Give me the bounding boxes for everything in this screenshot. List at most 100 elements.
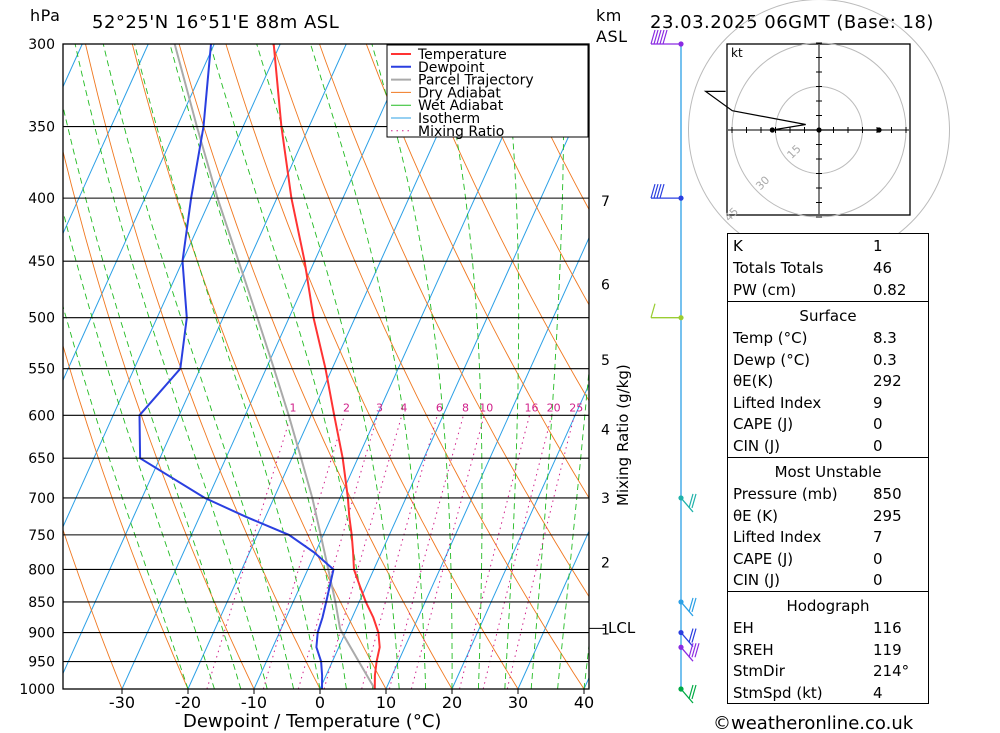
pressure-tick-label: 900 [28, 626, 55, 642]
dry-adiabat-line [85, 44, 321, 689]
most-unstable-title: Most Unstable [774, 463, 882, 481]
wind-barb-flag [694, 643, 700, 658]
temperature-tick-label: 40 [574, 693, 594, 712]
most-unstable-row: Lifted Index 7 [733, 528, 883, 546]
pressure-tick-label: 950 [28, 655, 55, 671]
temperature-tick-label: 0 [315, 693, 325, 712]
parcel-trajectory-line [173, 44, 376, 689]
most-unstable-row: CAPE (J) 0 [733, 550, 883, 568]
legend-entry: Dewpoint [418, 60, 485, 76]
surface-panel: Surface Temp (°C) 8.3 Dewp (°C) 0.3 θE(K) 2… [727, 301, 929, 458]
dry-adiabat-line [412, 44, 589, 402]
wind-barb-flag [688, 597, 694, 613]
index-row: PW (cm) 0.82 [733, 281, 907, 299]
isotherm-line [0, 44, 16, 689]
isotherm-line [121, 44, 413, 689]
legend-entry: Dry Adiabat [418, 85, 501, 101]
pressure-tick-label: 300 [28, 37, 55, 53]
mixing-ratio-label: 10 [479, 401, 493, 414]
height-tick-label: 1 [601, 623, 610, 639]
hodograph-unit-label: kt [731, 46, 743, 60]
mixing-ratio-line [323, 415, 403, 689]
isotherm-line [63, 44, 149, 235]
hodograph-panel: Hodograph EH 116 SREH 119 StmDir 214° StmSp… [727, 591, 929, 704]
pressure-tick-label: 400 [28, 191, 55, 207]
wind-barb-flag [662, 29, 668, 45]
wind-barb [680, 632, 694, 647]
temperature-tick-label: 10 [376, 693, 396, 712]
mixing-ratio-label: 8 [462, 401, 469, 414]
dry-adiabat-line [459, 44, 589, 306]
height-tick-label: 4 [601, 422, 610, 438]
pressure-tick-label: 500 [28, 311, 55, 327]
pressure-tick-label: 800 [28, 562, 55, 578]
lcl-label: LCL [608, 619, 636, 637]
mixing-ratio-label: 16 [524, 401, 538, 414]
pressure-tick-label: 450 [28, 254, 55, 270]
height-tick-label: 3 [601, 491, 610, 507]
pressure-tick-label: 750 [28, 528, 55, 544]
legend-entry: Mixing Ratio [418, 124, 504, 140]
isotherm-line [451, 383, 589, 689]
profile-lines [138, 44, 381, 689]
wind-barb [680, 601, 694, 617]
index-row: Totals Totals 46 [733, 259, 893, 277]
isotherm-line [385, 236, 589, 689]
wind-barb-flag [656, 29, 662, 45]
hodograph-row: StmDir 214° [733, 662, 910, 680]
wind-barb-flag [656, 183, 662, 199]
mixing-ratio-label: 20 [547, 401, 561, 414]
hodograph-marker [769, 127, 775, 133]
mixing-ratio-axis-label: Mixing Ratio (g/kg) [614, 364, 632, 506]
legend-entry: Isotherm [418, 111, 480, 127]
most-unstable-row: CIN (J) 0 [733, 571, 883, 589]
dewpoint-line [138, 44, 335, 689]
asl-label: ASL [596, 27, 628, 46]
hodograph-row: StmSpd (kt) 4 [733, 684, 883, 702]
wind-barb-flag [650, 303, 656, 318]
wind-barb-flag [653, 29, 659, 45]
surface-row: CIN (J) 0 [733, 437, 883, 455]
hodograph-marker [876, 127, 882, 133]
pressure-tick-label: 1000 [19, 682, 55, 698]
wind-barb-flag [691, 628, 697, 643]
dry-adiabat-line [975, 44, 1000, 689]
wet-adiabat-line [134, 44, 321, 689]
mixing-ratio-label: 1 [289, 401, 296, 414]
height-tick-label: 6 [601, 278, 610, 294]
dry-adiabat-line [272, 44, 585, 689]
mixing-ratio-label: 3 [376, 401, 383, 414]
surface-row: Temp (°C) 8.3 [733, 329, 897, 347]
wind-barb-flag [688, 643, 694, 658]
wet-adiabat-line [530, 44, 565, 689]
axis-labels: 3003504004505005506006507007508008509009… [19, 37, 610, 712]
wind-barb-flag [659, 29, 665, 45]
wet-adiabat-line [169, 44, 347, 689]
temperature-tick-label: -10 [241, 693, 267, 712]
datetime-title: 23.03.2025 06GMT (Base: 18) [650, 12, 934, 33]
wind-barb-flag [691, 493, 697, 509]
legend-entry: Temperature [417, 47, 507, 63]
most-unstable-row: θE (K) 295 [733, 507, 902, 525]
wind-profile [650, 29, 700, 704]
pressure-tick-label: 850 [28, 595, 55, 611]
temperature-tick-label: -20 [175, 693, 201, 712]
most-unstable-row: Pressure (mb) 850 [733, 485, 902, 503]
pressure-tick-label: 650 [28, 451, 55, 467]
pressure-tick-label: 700 [28, 491, 55, 507]
wet-adiabat-line [437, 44, 483, 689]
wind-barb [680, 497, 694, 513]
height-tick-label: 2 [601, 556, 610, 572]
mixing-ratio-label: 25 [569, 401, 583, 414]
mixing-ratio-label: 4 [400, 401, 407, 414]
mixing-ratio-line [206, 415, 292, 689]
temperature-tick-label: -30 [109, 693, 135, 712]
mixing-ratio-label: 2 [343, 401, 350, 414]
wet-adiabat-line [371, 44, 453, 689]
wind-barb-flag [659, 183, 665, 199]
dry-adiabat-line [178, 44, 453, 689]
dry-adiabat-line [63, 528, 123, 689]
